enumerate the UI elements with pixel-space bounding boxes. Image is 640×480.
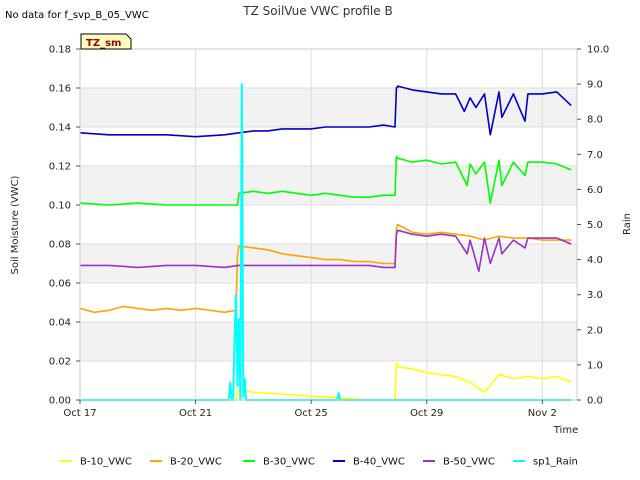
- legend-label: B-40_VWC: [353, 457, 405, 468]
- y2-tick-label: 2.0: [587, 325, 603, 336]
- x-axis-label: Time: [553, 425, 578, 436]
- y2-tick-label: 5.0: [587, 220, 603, 231]
- background-band: [80, 49, 577, 88]
- y-tick-label: 0.12: [49, 162, 71, 173]
- y2-tick-label: 1.0: [587, 360, 603, 371]
- legend-label: B-10_VWC: [80, 457, 132, 468]
- background-band: [80, 322, 577, 361]
- series-line-B-10_VWC: [80, 362, 572, 401]
- y-tick-label: 0.02: [49, 357, 71, 368]
- y2-tick-label: 10.0: [587, 45, 609, 56]
- badge-label: TZ_sm: [86, 38, 121, 49]
- series-line-B-20_VWC: [79, 223, 572, 314]
- x-axis: Oct 17 Oct 21 Oct 25 Oct 29 Nov 2: [63, 400, 557, 419]
- series-line-B-40_VWC: [79, 85, 572, 138]
- y2-axis-label: Rain: [622, 213, 633, 235]
- background-band: [80, 205, 577, 244]
- y2-tick-label: 3.0: [587, 290, 603, 301]
- y-tick-label: 0.06: [49, 279, 71, 290]
- legend-label: B-30_VWC: [263, 457, 315, 468]
- y2-tick-label: 7.0: [587, 150, 603, 161]
- site-badge: TZ_sm: [80, 33, 132, 50]
- plot-background-bands: [80, 49, 577, 400]
- badge-box: [80, 33, 132, 50]
- x-tick-label: Oct 25: [295, 408, 328, 419]
- y-axis-right: 0.0 1.0 2.0 3.0 4.0 5.0 6.0 7.0 8.0 9.0 10.0: [577, 45, 609, 407]
- legend: B-10_VWC B-20_VWC B-30_VWC B-40_VWC B-50_VWC…: [60, 457, 578, 468]
- y-axis-label: Soil Moisture (VWC): [10, 175, 21, 274]
- legend-label: B-50_VWC: [443, 457, 495, 468]
- x-tick-label: Oct 21: [179, 408, 212, 419]
- background-band: [80, 283, 577, 322]
- y-tick-label: 0.16: [49, 84, 71, 95]
- y2-tick-label: 4.0: [587, 255, 603, 266]
- background-band: [80, 127, 577, 166]
- x-tick-label: Nov 2: [528, 408, 557, 419]
- y-tick-label: 0.14: [49, 123, 71, 134]
- y2-tick-label: 9.0: [587, 80, 603, 91]
- chart-title: TZ SoilVue VWC profile B: [242, 4, 392, 18]
- x-tick-label: Oct 29: [410, 408, 443, 419]
- series-line-B-50_VWC: [80, 229, 572, 273]
- y-axis-left: 0.00 0.02 0.04 0.06 0.08 0.10 0.12 0.14 0.16 0.18: [49, 45, 80, 407]
- y-tick-label: 0.10: [49, 201, 71, 212]
- legend-label: sp1_Rain: [533, 457, 578, 468]
- y-tick-label: 0.00: [49, 396, 71, 407]
- y2-tick-label: 8.0: [587, 115, 603, 126]
- legend-label: B-20_VWC: [170, 457, 222, 468]
- series-line-B-30_VWC: [79, 155, 572, 206]
- y2-tick-label: 0.0: [587, 396, 603, 407]
- background-band: [80, 244, 577, 283]
- x-tick-label: Oct 17: [63, 408, 96, 419]
- background-band: [80, 361, 577, 400]
- no-data-note: No data for f_svp_B_05_VWC: [5, 10, 149, 21]
- y-tick-label: 0.04: [49, 318, 71, 329]
- background-band: [80, 88, 577, 127]
- y-tick-label: 0.18: [49, 45, 71, 56]
- y2-tick-label: 6.0: [587, 185, 603, 196]
- y-tick-label: 0.08: [49, 240, 71, 251]
